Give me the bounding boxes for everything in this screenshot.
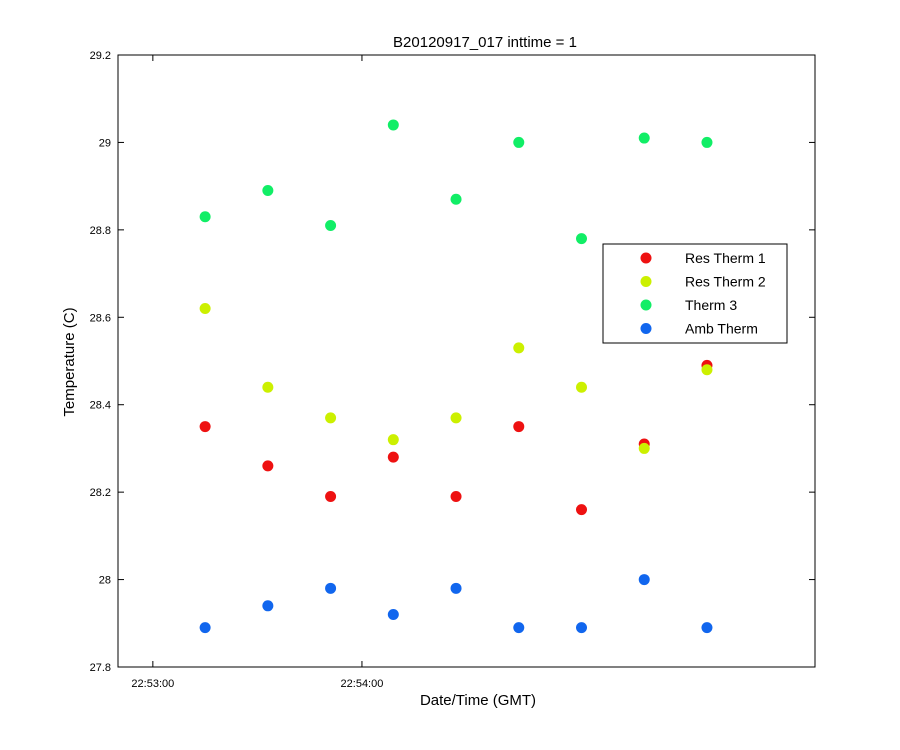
point-amb-therm [387, 609, 399, 621]
legend-box [602, 243, 788, 344]
point-res-therm-1 [450, 491, 462, 503]
point-res-therm-2 [199, 303, 211, 315]
point-therm-3 [450, 193, 462, 205]
y-tick-label: 28.8 [90, 225, 111, 237]
plot-area: 27.8 28 28.2 28.4 28.6 28.8 29 29.2 22:53:00 22:5… [90, 50, 815, 690]
legend-marker [640, 323, 652, 334]
point-res-therm-2 [576, 381, 588, 393]
x-axis-label: Date/Time (GMT) [420, 692, 536, 709]
point-amb-therm [513, 622, 525, 634]
point-res-therm-1 [199, 421, 211, 433]
legend-label: Res Therm 2 [685, 274, 766, 290]
point-res-therm-2 [513, 342, 525, 354]
point-res-therm-2 [701, 364, 713, 376]
point-res-therm-1 [387, 451, 399, 463]
y-tick-label: 28 [99, 575, 111, 587]
legend: Res Therm 1 Res Therm 2 Therm 3 Amb Therm [602, 243, 788, 344]
point-amb-therm [262, 600, 274, 612]
y-tick-label: 29 [99, 137, 111, 149]
legend-marker [640, 276, 652, 287]
point-therm-3 [576, 233, 588, 245]
plot-frame [117, 54, 816, 668]
x-tick-label: 22:54:00 [341, 678, 384, 690]
point-amb-therm [701, 622, 713, 634]
point-therm-3 [199, 211, 211, 223]
y-axis-label: Temperature (C) [61, 307, 78, 416]
point-res-therm-1 [576, 504, 588, 516]
legend-marker [640, 252, 652, 264]
point-amb-therm [325, 582, 337, 594]
point-res-therm-1 [262, 460, 274, 472]
point-therm-3 [262, 185, 274, 197]
point-therm-3 [387, 119, 399, 131]
point-therm-3 [325, 219, 337, 231]
point-amb-therm [576, 622, 588, 634]
point-res-therm-1 [325, 491, 337, 503]
point-therm-3 [638, 132, 650, 144]
y-tick-label: 27.8 [90, 662, 111, 674]
y-tick-label: 29.2 [90, 50, 111, 62]
point-res-therm-2 [387, 434, 399, 446]
legend-marker [640, 299, 652, 311]
legend-label: Therm 3 [685, 297, 737, 313]
legend-label: Amb Therm [685, 321, 758, 337]
y-tick-label: 28.4 [90, 400, 111, 412]
point-res-therm-2 [325, 412, 337, 424]
point-res-therm-2 [262, 381, 274, 393]
y-tick-label: 28.2 [90, 487, 111, 499]
point-therm-3 [701, 136, 713, 148]
point-amb-therm [199, 622, 211, 634]
chart-title: B20120917_017 inttime = 1 [393, 34, 577, 51]
y-tick-label: 28.6 [90, 312, 111, 324]
x-tick-label: 22:53:00 [131, 678, 174, 690]
legend-label: Res Therm 1 [685, 250, 766, 266]
point-amb-therm [450, 582, 462, 594]
point-res-therm-2 [450, 412, 462, 424]
point-res-therm-1 [513, 421, 525, 433]
point-res-therm-2 [638, 442, 650, 454]
data-points [199, 119, 713, 634]
point-therm-3 [513, 136, 525, 148]
point-amb-therm [638, 574, 650, 586]
